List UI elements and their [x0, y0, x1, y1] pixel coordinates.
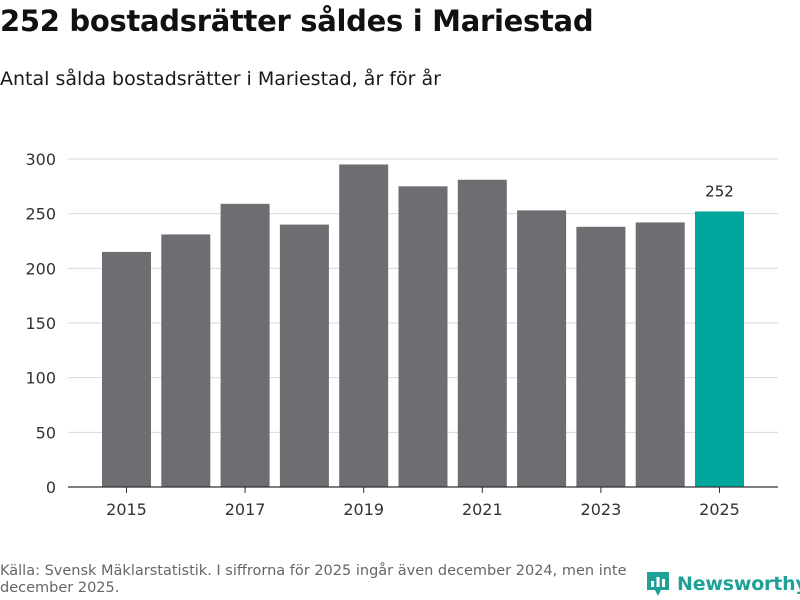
x-tick-label: 2015 [106, 500, 147, 519]
newsworthy-logo-icon [647, 572, 669, 596]
bar-2015 [102, 251, 151, 487]
bars: 252 [102, 164, 744, 488]
y-tick-label: 100 [25, 369, 56, 388]
x-tick-label: 2021 [462, 500, 503, 519]
x-tick-label: 2017 [225, 500, 266, 519]
brand-name: Newsworthy [677, 573, 800, 595]
y-tick-label: 50 [36, 423, 56, 442]
y-tick-label: 250 [25, 205, 56, 224]
chart-title: 252 bostadsrätter såldes i Mariestad [0, 4, 594, 38]
x-tick-label: 2025 [699, 500, 740, 519]
axes: 0 50 100 150 200 250 300 2015 2017 2019 2021 2023 20… [25, 150, 778, 519]
newsworthy-logo: Newsworthy [645, 570, 800, 598]
bar-2016 [161, 234, 211, 487]
bar-2022 [517, 210, 567, 487]
bar-2021 [457, 179, 507, 488]
y-tick-label: 150 [25, 314, 56, 333]
bar-2020 [398, 186, 448, 488]
x-tick-label: 2023 [581, 500, 622, 519]
source-note: Källa: Svensk Mäklarstatistik. I siffror… [0, 563, 627, 596]
bar-2017 [220, 203, 270, 487]
bar-chart: 252 0 50 100 150 200 250 300 2015 2017 2019 2021 20… [25, 150, 778, 519]
bar-2025 [695, 211, 744, 487]
data-label: 252 [705, 182, 734, 200]
y-tick-label: 300 [25, 150, 56, 169]
bar-2024 [635, 222, 685, 487]
bar-2019 [339, 164, 389, 487]
x-tick-label: 2019 [343, 500, 384, 519]
y-tick-label: 0 [46, 478, 56, 497]
bar-2023 [576, 226, 626, 487]
bar-2018 [279, 224, 329, 487]
chart-subtitle: Antal sålda bostadsrätter i Mariestad, å… [0, 68, 441, 90]
y-tick-label: 200 [25, 259, 56, 278]
